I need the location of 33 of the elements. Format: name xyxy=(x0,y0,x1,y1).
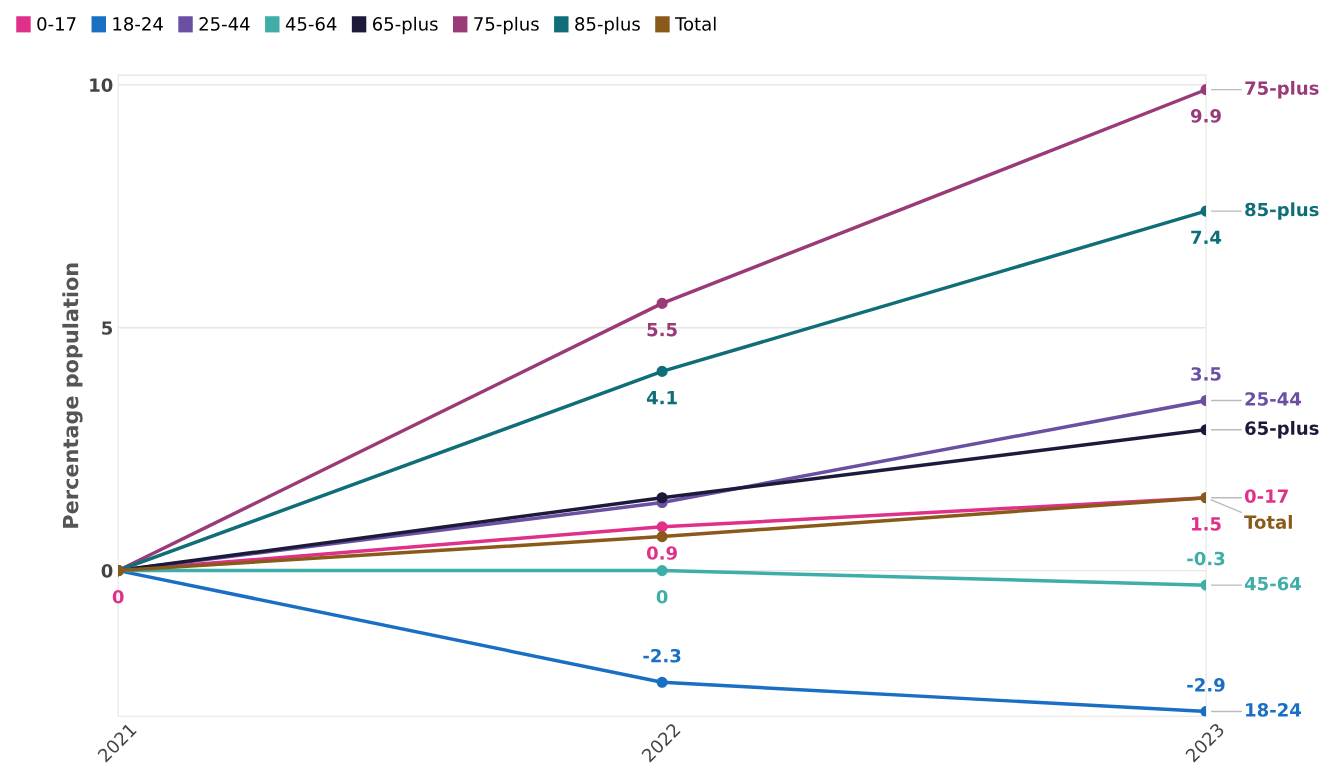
text: 65-plus xyxy=(1245,420,1319,439)
legend-label: 75-plus xyxy=(474,16,539,35)
text: 0-17 xyxy=(1244,489,1288,503)
legend-label: Total xyxy=(675,16,716,31)
data-label: 0.9 xyxy=(646,546,677,560)
data-label: 0 xyxy=(112,589,124,604)
legend-label: 0-17 xyxy=(37,17,76,31)
text: 25-44 xyxy=(1245,392,1301,406)
text: 85-plus xyxy=(1245,202,1319,220)
legend-label: 85-plus xyxy=(575,16,640,35)
data-label: 7.4 xyxy=(1191,230,1222,244)
legend-label: 65-plus xyxy=(372,16,438,35)
data-label: 4.1 xyxy=(646,391,677,405)
y-tick-label: 5 xyxy=(102,321,113,335)
data-label: 5.5 xyxy=(647,322,677,337)
data-label: 9.9 xyxy=(1190,109,1221,123)
text: 75-plus xyxy=(1245,80,1319,99)
text: 45-64 xyxy=(1244,576,1301,591)
data-label: 0 xyxy=(656,589,668,604)
y-tick-label: 10 xyxy=(90,78,113,92)
legend-label: 25-44 xyxy=(199,17,250,31)
point xyxy=(656,521,668,533)
y-axis-title: Percentage population xyxy=(62,263,83,528)
y-tick-label: 0 xyxy=(101,564,113,578)
data-label: -0.3 xyxy=(1187,551,1225,566)
text: 18-24 xyxy=(1246,703,1301,717)
data-label: 1.5 xyxy=(1192,517,1221,531)
data-label: 3.5 xyxy=(1191,367,1221,381)
data-label: -2.9 xyxy=(1187,678,1225,692)
legend-label: 45-64 xyxy=(285,17,337,31)
data-label: -2.3 xyxy=(643,648,681,663)
text: Total xyxy=(1244,514,1292,529)
legend-label: 18-24 xyxy=(113,17,163,31)
